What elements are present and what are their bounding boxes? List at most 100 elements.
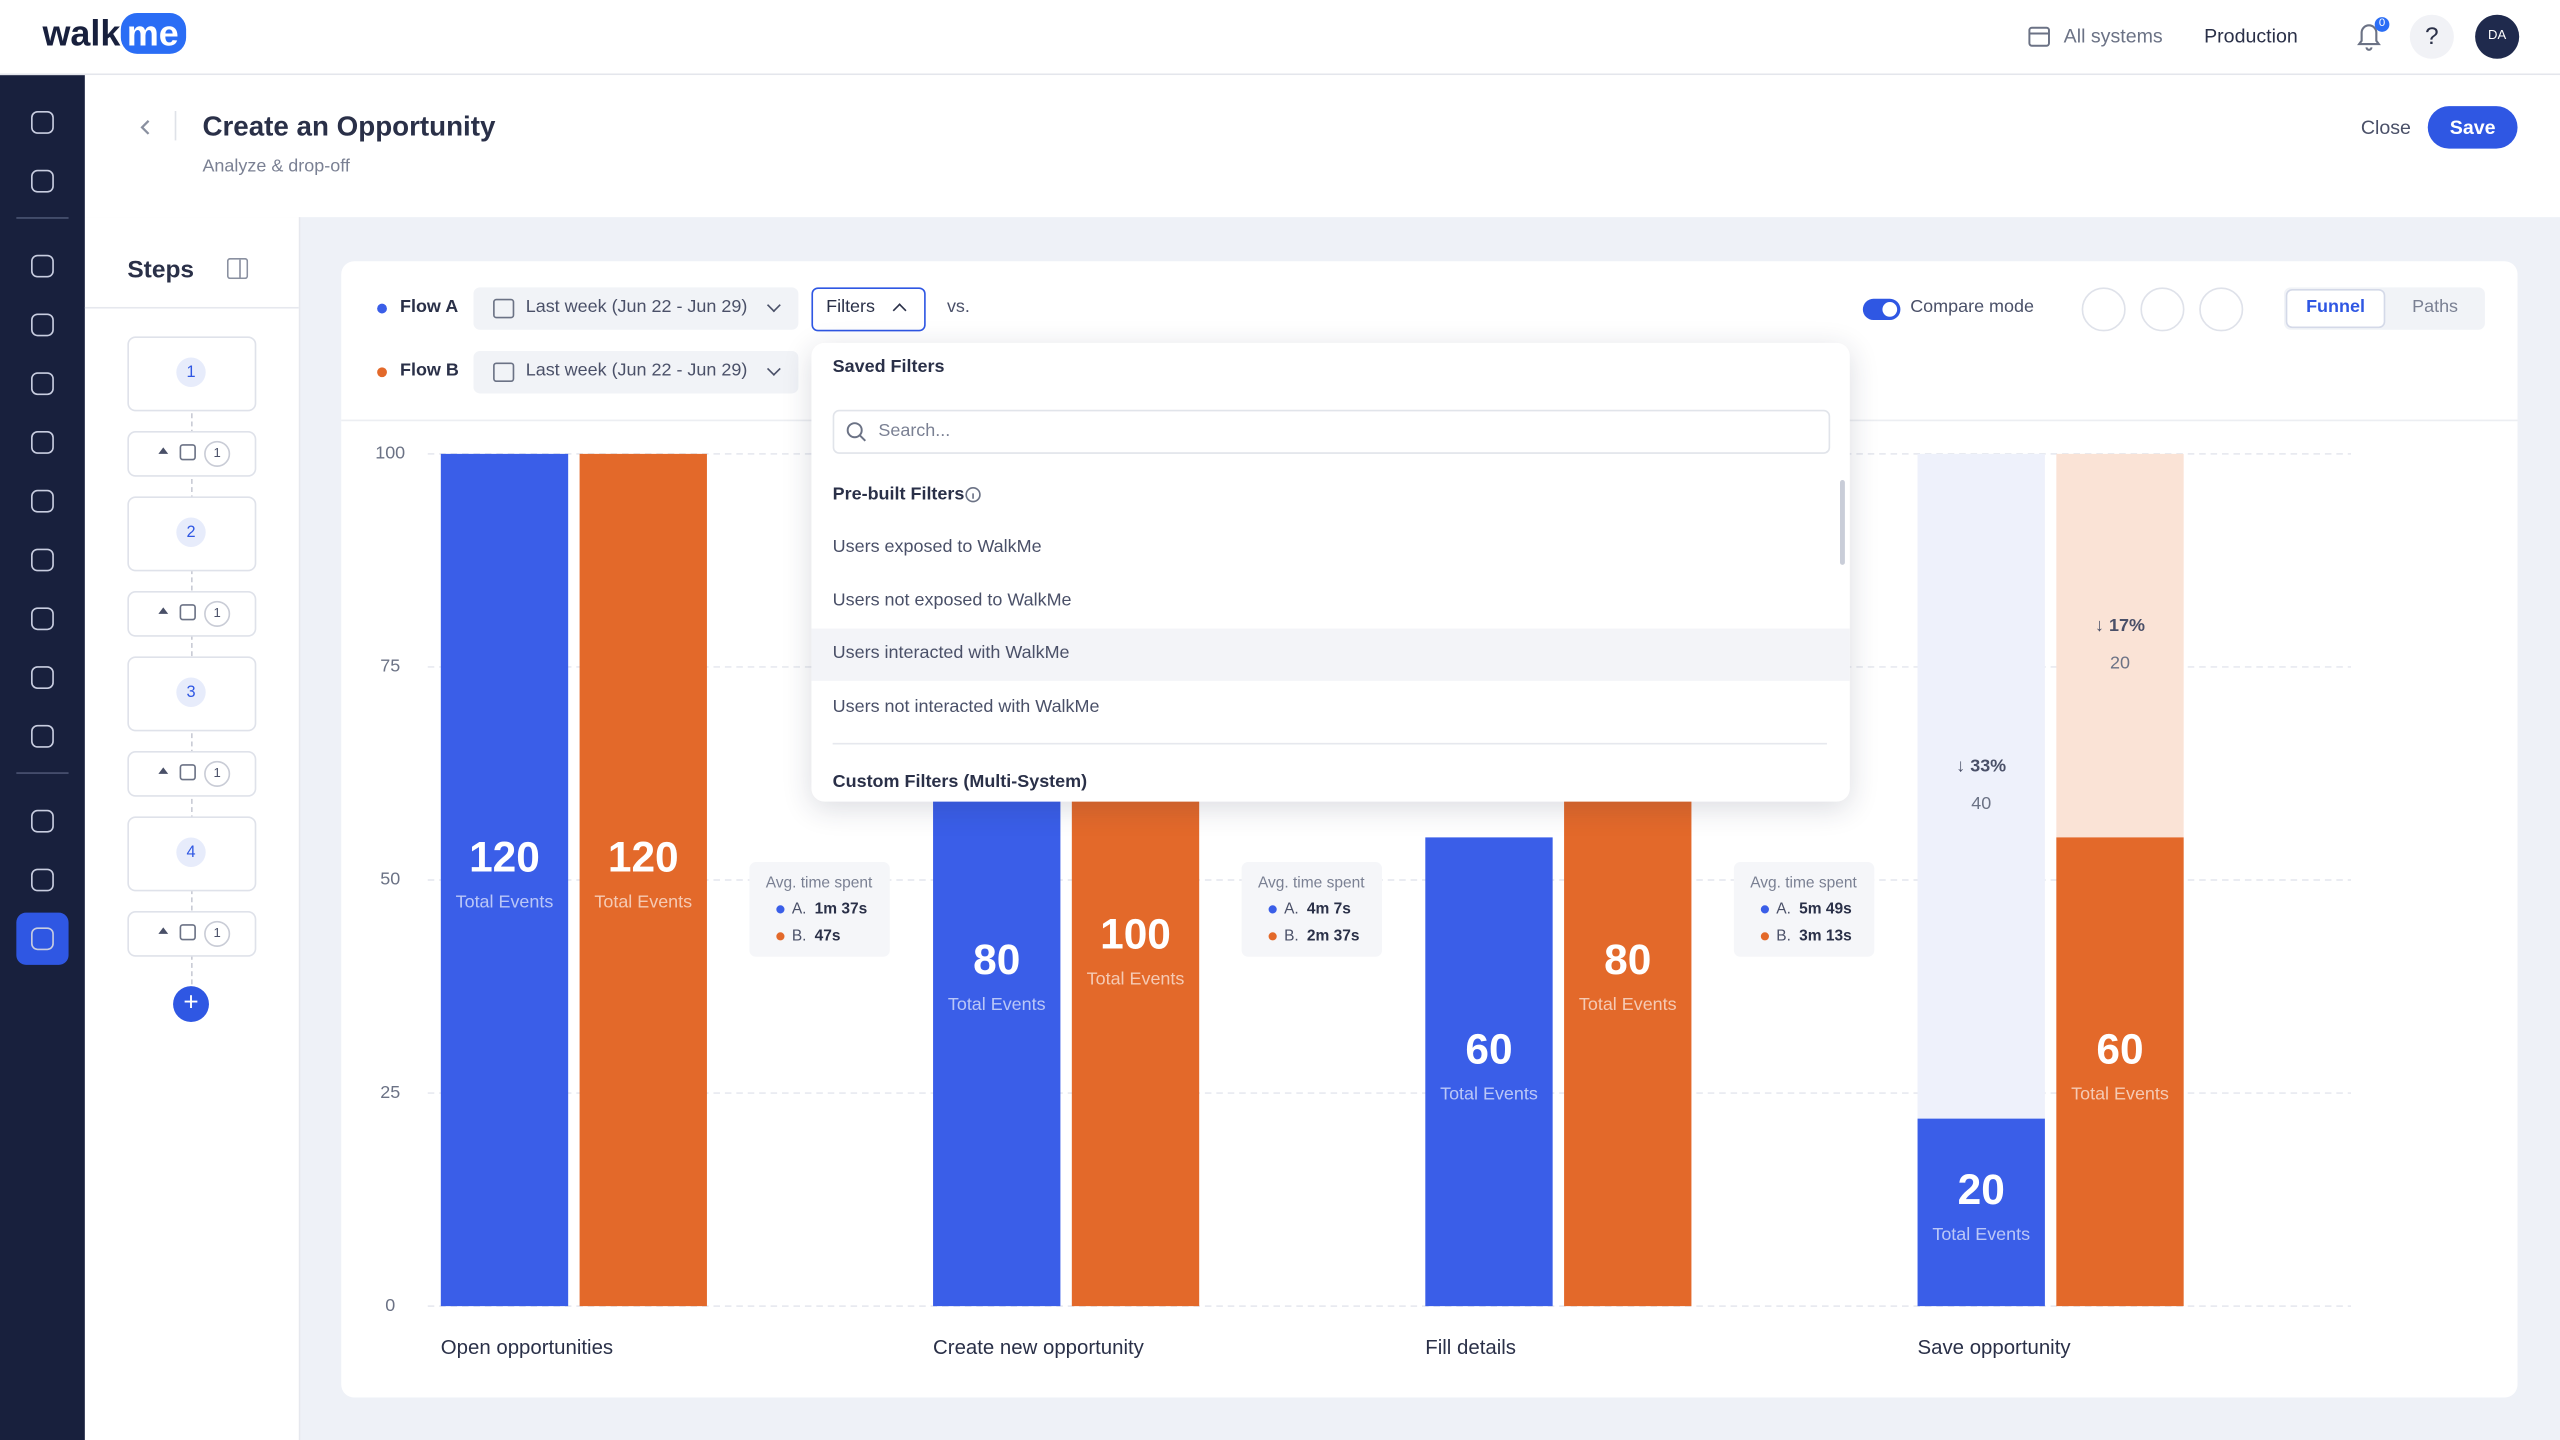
environment-select[interactable]: Production [2204,24,2298,48]
bar-events: 100 [1100,910,1171,957]
sidebar [0,0,85,1440]
icon-button[interactable] [2140,287,2185,332]
search-box[interactable] [832,409,1831,454]
search-placeholder: Search... [878,421,951,441]
nav-icon[interactable] [31,111,54,134]
back-button[interactable] [136,118,156,138]
y-tick-label: 100 [375,443,405,463]
bar-events: 20 [1958,1166,2005,1213]
dropoff-count: 40 [1971,793,1991,813]
bar-events: 80 [1604,936,1651,983]
date-select[interactable] [473,287,799,330]
y-tick-label: 0 [385,1295,395,1315]
filters-text: Filters [826,297,876,317]
connector-count-badge [204,760,231,787]
nav-icon[interactable] [31,724,54,748]
filter-item[interactable]: Users not interacted with WalkMe [832,697,1100,717]
section-title: Custom Filters (Multi-System) [832,772,1088,792]
nav-icon[interactable] [31,169,54,193]
nav-icon[interactable] [31,313,54,337]
flow-dot [377,303,387,314]
nav-icon[interactable] [31,927,54,951]
divider [174,111,177,141]
nav-active [16,912,69,965]
filters-button[interactable] [811,287,926,332]
connector-icon [179,444,196,461]
help-button[interactable] [2409,14,2454,59]
close-button[interactable]: Close [2360,115,2411,139]
systems-select[interactable]: All systems [2063,24,2163,48]
step-number-badge [176,837,206,867]
steps-title: Steps [127,256,195,285]
save-button[interactable] [2427,106,2518,149]
steps-panel: Steps 1 1 2 1 3 1 4 1 + [84,217,301,1440]
add-step-button[interactable]: + [173,986,209,1023]
bar-events: 80 [973,936,1020,983]
avg-time-value: 2m 37s [1307,927,1360,944]
calendar-icon [493,298,515,319]
notification-count: 0 [2378,17,2386,30]
nav-icon[interactable] [31,254,54,278]
help-text: ? [2425,22,2439,51]
icon-button[interactable] [2081,287,2126,332]
nav-icon[interactable] [31,666,54,689]
date-select[interactable] [473,351,799,394]
x-tick-label: Create new opportunity [933,1337,1145,1359]
connector-count-badge [204,600,231,627]
step-connector[interactable] [127,591,257,637]
nav-icon[interactable] [31,548,54,572]
connector-count: 1 [213,765,221,781]
avg-time-letter: B. [1284,927,1299,944]
flow-label: Flow B [400,360,459,381]
search-icon [846,422,866,442]
calendar-icon [2028,26,2050,47]
nav-icon[interactable] [31,372,54,396]
nav-icon[interactable] [31,489,54,513]
nav-icon[interactable] [31,607,54,631]
step-connector[interactable] [127,431,257,477]
avatar-text: DA [2488,27,2507,43]
step-connector[interactable] [127,751,257,797]
step-number: 3 [186,684,196,703]
connector-count-badge [204,920,231,947]
connector-count: 1 [213,605,221,621]
nav-separator [16,772,69,774]
date-text: Last week (Jun 22 - Jun 29) [525,360,748,381]
avg-time-box [1733,862,1875,957]
vs-text: vs. [946,297,970,317]
logo[interactable]: walk me [42,13,186,54]
step-connector[interactable] [127,911,257,957]
connector-count: 1 [213,445,221,461]
logo-badge: me [120,13,186,54]
dropoff-area [1917,453,2045,1119]
bar-events: 120 [469,834,540,881]
section-title: Pre-built Filters [832,484,965,505]
legend-dot [776,932,785,941]
scrollbar[interactable] [1840,480,1845,565]
x-tick-label: Save opportunity [1918,1337,2072,1359]
avatar[interactable] [2475,14,2520,59]
y-tick-label: 25 [380,1082,400,1102]
tab-label: Paths [2412,297,2459,317]
legend-dot [1268,932,1277,941]
filter-item[interactable]: Users not exposed to WalkMe [832,590,1072,611]
avg-time-letter: A. [1776,900,1791,917]
avg-time-title: Avg. time spent [1258,874,1365,891]
nav-icon[interactable] [31,431,54,454]
tab-active[interactable] [2285,288,2386,329]
bell-icon[interactable] [2351,16,2390,55]
collapse-icon[interactable] [226,257,249,280]
legend-dot [1268,905,1277,914]
icon-button[interactable] [2199,287,2244,332]
filters-dropdown: Saved Filters Search... Pre-built Filter… [811,342,1850,802]
bar-caption: Total Events [1087,968,1185,988]
step-box[interactable] [127,496,257,572]
nav-icon[interactable] [31,809,54,833]
divider [832,742,1827,745]
connector-icon [179,604,196,621]
filter-item[interactable]: Users exposed to WalkMe [832,537,1042,557]
nav-icon[interactable] [31,868,54,892]
info-icon [965,487,981,503]
filter-item[interactable]: Users interacted with WalkMe [832,643,1070,664]
